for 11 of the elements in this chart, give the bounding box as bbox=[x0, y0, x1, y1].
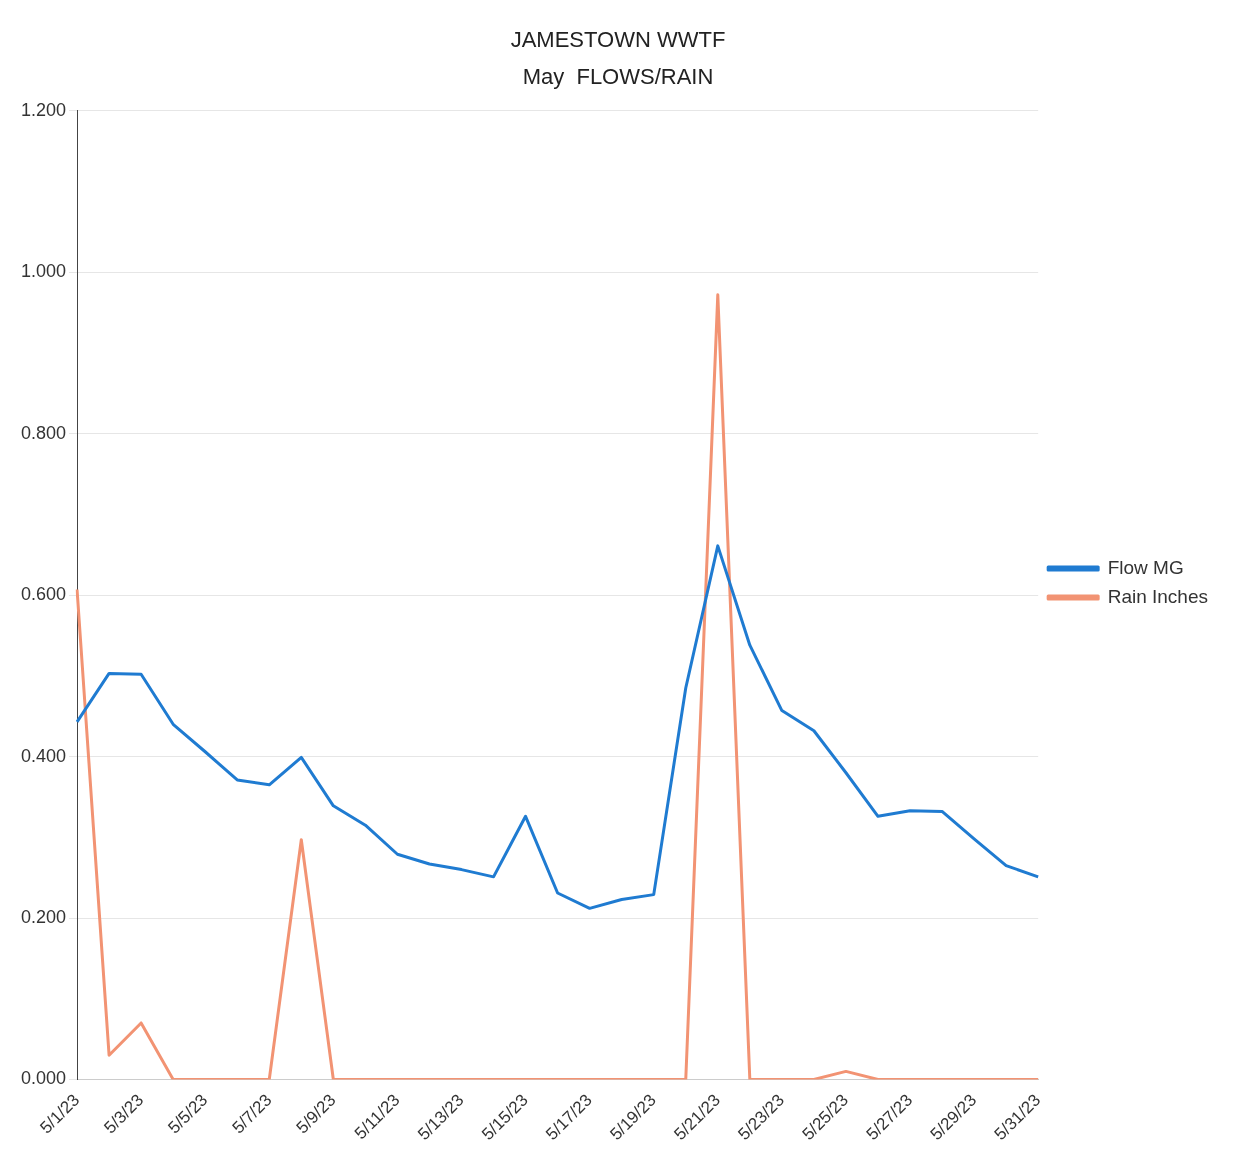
y-tick-label: 1.000 bbox=[21, 261, 67, 282]
y-tick-label: 0.400 bbox=[21, 745, 67, 766]
chart-subtitle: May FLOWS/RAIN bbox=[522, 63, 714, 89]
chart-title: JAMESTOWN WWTF bbox=[510, 27, 726, 53]
y-tick-label: 1.200 bbox=[21, 99, 67, 120]
y-tick-label: 0.000 bbox=[21, 1068, 67, 1089]
y-tick-label: 0.600 bbox=[21, 584, 67, 605]
y-tick-label: 0.200 bbox=[21, 906, 67, 927]
legend-label: Rain Inches bbox=[1107, 585, 1209, 607]
y-tick-label: 0.800 bbox=[21, 422, 67, 443]
legend-label: Flow MG bbox=[1107, 556, 1184, 578]
